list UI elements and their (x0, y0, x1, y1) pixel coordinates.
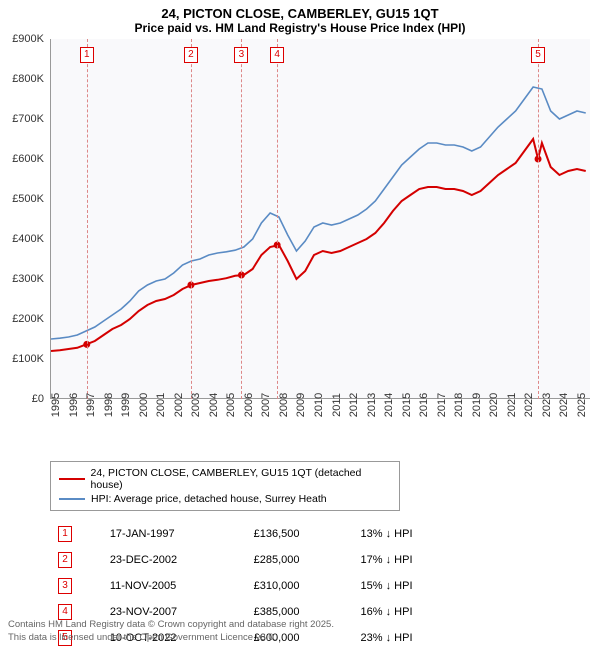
series-line (51, 139, 586, 351)
table-row: 1 17-JAN-1997£136,50013% ↓ HPI (50, 521, 470, 547)
footer-line-2: This data is licensed under the Open Gov… (8, 632, 334, 644)
legend-swatch-2 (59, 498, 85, 500)
table-marker-box: 3 (58, 578, 72, 594)
marker-line (191, 39, 192, 399)
cell-marker: 2 (50, 547, 102, 573)
cell-date: 17-JAN-1997 (102, 521, 246, 547)
y-axis-label: £300K (4, 273, 44, 285)
chart-title-1: 24, PICTON CLOSE, CAMBERLEY, GU15 1QT (0, 0, 600, 21)
cell-price: £136,500 (246, 521, 353, 547)
cell-delta: 23% ↓ HPI (353, 625, 470, 651)
legend-swatch-1 (59, 478, 85, 480)
sale-marker: 5 (531, 47, 545, 63)
cell-marker: 1 (50, 521, 102, 547)
cell-delta: 16% ↓ HPI (353, 599, 470, 625)
x-axis-label: 2025 (576, 393, 600, 417)
cell-delta: 15% ↓ HPI (353, 573, 470, 599)
chart-title-2: Price paid vs. HM Land Registry's House … (0, 21, 600, 39)
sale-marker: 1 (80, 47, 94, 63)
y-axis-label: £800K (4, 73, 44, 85)
marker-line (87, 39, 88, 399)
plot-area: 1 2 3 4 5 (50, 39, 590, 399)
cell-delta: 13% ↓ HPI (353, 521, 470, 547)
y-axis-label: £200K (4, 313, 44, 325)
series-line (51, 87, 586, 339)
cell-price: £285,000 (246, 547, 353, 573)
y-axis-label: £400K (4, 233, 44, 245)
legend-row-2: HPI: Average price, detached house, Surr… (59, 492, 391, 506)
marker-line (277, 39, 278, 399)
sale-marker: 4 (270, 47, 284, 63)
cell-date: 11-NOV-2005 (102, 573, 246, 599)
y-axis-label: £0 (4, 393, 44, 405)
y-axis-label: £900K (4, 33, 44, 45)
line-chart-svg (51, 39, 591, 399)
legend-label-2: HPI: Average price, detached house, Surr… (91, 493, 327, 505)
footer-text: Contains HM Land Registry data © Crown c… (8, 619, 334, 644)
y-axis-label: £600K (4, 153, 44, 165)
y-axis-label: £100K (4, 353, 44, 365)
marker-line (241, 39, 242, 399)
sale-marker: 2 (184, 47, 198, 63)
cell-delta: 17% ↓ HPI (353, 547, 470, 573)
legend: 24, PICTON CLOSE, CAMBERLEY, GU15 1QT (d… (50, 461, 400, 511)
chart-container: 24, PICTON CLOSE, CAMBERLEY, GU15 1QT Pr… (0, 0, 600, 650)
sale-marker: 3 (234, 47, 248, 63)
y-axis-label: £500K (4, 193, 44, 205)
marker-line (538, 39, 539, 399)
table-marker-box: 2 (58, 552, 72, 568)
footer-line-1: Contains HM Land Registry data © Crown c… (8, 619, 334, 631)
legend-label-1: 24, PICTON CLOSE, CAMBERLEY, GU15 1QT (d… (91, 467, 391, 491)
y-axis-label: £700K (4, 113, 44, 125)
chart-area: 12345 £0£100K£200K£300K£400K£500K£600K£7… (10, 39, 590, 419)
table-marker-box: 4 (58, 604, 72, 620)
cell-date: 23-DEC-2002 (102, 547, 246, 573)
table-row: 3 11-NOV-2005£310,00015% ↓ HPI (50, 573, 470, 599)
legend-row-1: 24, PICTON CLOSE, CAMBERLEY, GU15 1QT (d… (59, 466, 391, 492)
cell-price: £310,000 (246, 573, 353, 599)
cell-marker: 3 (50, 573, 102, 599)
table-marker-box: 1 (58, 526, 72, 542)
table-row: 2 23-DEC-2002£285,00017% ↓ HPI (50, 547, 470, 573)
